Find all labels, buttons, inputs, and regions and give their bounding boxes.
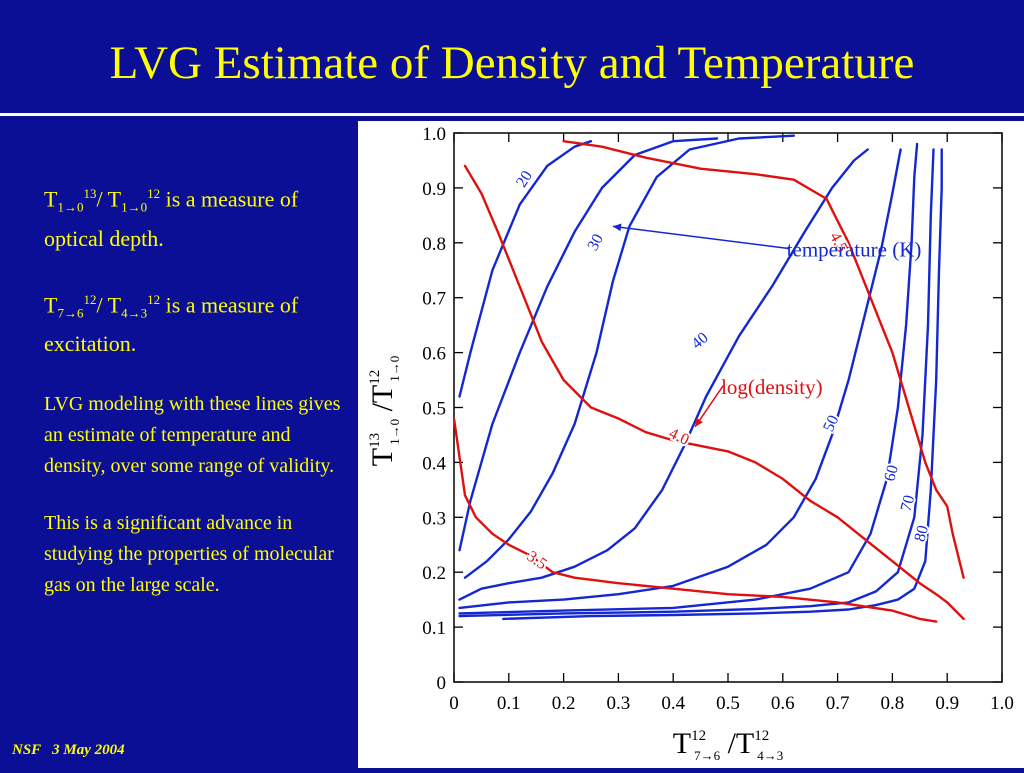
bullet-subscript: 1→0 — [121, 199, 148, 215]
y-tick-label: 0.6 — [422, 344, 446, 365]
paragraph-significance: This is a significant advance in studyin… — [44, 512, 334, 597]
temperature-line — [463, 134, 795, 579]
bullet-subscript: 1→0 — [57, 199, 84, 215]
x-tick-label: 0.7 — [826, 693, 850, 714]
text-column: T1→013/ T1→012 is a measure of optical d… — [44, 178, 349, 627]
density-contour-label: 4.0 — [666, 425, 691, 449]
temperature-line — [458, 140, 593, 398]
y-axis-label: T13 1→0 /T12 1→0 — [366, 356, 402, 467]
y-tick-label: 0.2 — [422, 563, 446, 584]
y-tick-label: 0.3 — [422, 508, 446, 529]
annotation-arrowhead — [612, 223, 622, 232]
y-tick-label: 0.8 — [422, 234, 446, 255]
x-axis-label: T12 7→6 /T12 4→3 — [673, 727, 784, 763]
density-line — [463, 164, 965, 621]
footer-credit: NSF 3 May 2004 — [12, 742, 125, 758]
x-tick-label: 0.9 — [935, 693, 959, 714]
x-tick-label: 0.8 — [881, 693, 905, 714]
temperature-line — [458, 148, 902, 610]
x-axis-label-part: /T — [720, 727, 754, 760]
y-tick-label: 1.0 — [422, 124, 446, 145]
bullet-superscript: 12 — [147, 186, 161, 201]
y-axis-label-part: 13 — [367, 433, 383, 448]
y-tick-label: 0 — [437, 673, 447, 694]
chart-series — [452, 134, 965, 623]
title-divider — [0, 113, 1024, 116]
y-tick-label: 0.9 — [422, 179, 446, 200]
x-tick-label: 0.1 — [497, 693, 521, 714]
x-axis-label-part: 4→3 — [757, 748, 783, 763]
annotation-text: temperature (K) — [787, 238, 922, 262]
y-tick-label: 0.1 — [422, 618, 446, 639]
plot-frame — [453, 132, 1003, 683]
annotation-arrow — [694, 385, 724, 428]
temperature-contour-label: 30 — [584, 231, 607, 253]
annotation-arrow — [612, 225, 789, 250]
temperature-contour-label: 80 — [911, 524, 932, 544]
bullet-superscript: 13 — [83, 186, 97, 201]
x-axis-label-part: T — [673, 727, 691, 760]
bullet-subscript: 7→6 — [57, 305, 84, 321]
annotation-text: log(density) — [721, 375, 822, 399]
density-line — [562, 140, 965, 579]
x-tick-label: 0.5 — [716, 693, 740, 714]
y-axis-label-part: 1→0 — [387, 419, 402, 445]
y-tick-label: 0.4 — [422, 453, 446, 474]
bullet-subscript: 4→3 — [121, 305, 148, 321]
x-tick-label: 0.4 — [661, 693, 685, 714]
temperature-contour-label: 40 — [688, 329, 711, 352]
bullet-optical-depth: T1→013/ T1→012 is a measure of optical d… — [44, 178, 349, 254]
x-tick-label: 1.0 — [990, 693, 1014, 714]
bullet-superscript: 12 — [83, 291, 97, 307]
x-tick-label: 0 — [449, 693, 459, 714]
y-tick-label: 0.7 — [422, 289, 446, 310]
bullet-separator: / T — [96, 292, 122, 318]
annotation-arrowhead — [695, 417, 703, 427]
x-axis-label-part: 12 — [691, 728, 706, 744]
temperature-line — [458, 148, 935, 618]
bullet-symbol: T — [44, 292, 58, 318]
x-tick-label: 0.3 — [607, 693, 631, 714]
slide-title: LVG Estimate of Density and Temperature — [109, 37, 915, 89]
temperature-line — [502, 148, 943, 621]
chart-annotations: temperature (K) log(density) — [612, 223, 922, 428]
axis-ticks: 0 0.1 0.2 0.3 0.4 0.5 0.6 0.7 0.8 0.9 1.0 0 0.1 0.2 0.… — [422, 124, 1014, 714]
y-axis-label-part: 1→0 — [387, 356, 402, 382]
bullet-separator: / T — [96, 186, 122, 212]
temperature-contour-label: 70 — [898, 493, 919, 513]
lvg-chart: 0 0.1 0.2 0.3 0.4 0.5 0.6 0.7 0.8 0.9 1.0 0 0.1 0.2 0.… — [366, 124, 1014, 763]
bullet-superscript: 12 — [147, 291, 161, 307]
x-tick-label: 0.2 — [552, 693, 576, 714]
temperature-line — [458, 142, 919, 615]
paragraph-lvg-modeling: LVG modeling with these lines gives an e… — [44, 393, 341, 478]
bullet-text: is a measure of optical depth. — [44, 186, 299, 251]
density-line — [452, 417, 938, 623]
density-contour-label: 3.5 — [524, 548, 550, 573]
bullet-excitation: T7→612/ T4→312 is a measure of excitatio… — [44, 284, 349, 360]
temperature-line — [458, 148, 869, 601]
y-axis-label-part: T — [366, 448, 399, 466]
x-axis-label-part: 12 — [754, 728, 769, 744]
plot-panel: 0 0.1 0.2 0.3 0.4 0.5 0.6 0.7 0.8 0.9 1.0 0 0.1 0.2 0.… — [358, 121, 1024, 768]
bullet-symbol: T — [44, 186, 58, 212]
x-axis-label-part: 7→6 — [694, 748, 721, 763]
temperature-line — [458, 137, 719, 552]
y-axis-label-part: 12 — [367, 370, 383, 385]
y-axis-label-part: /T — [366, 385, 399, 419]
x-tick-label: 0.6 — [771, 693, 795, 714]
y-tick-label: 0.5 — [422, 399, 446, 420]
bullet-text: is a measure of excitation. — [44, 292, 299, 357]
temperature-contour-label: 60 — [881, 463, 902, 483]
temperature-contour-label: 50 — [820, 413, 842, 435]
